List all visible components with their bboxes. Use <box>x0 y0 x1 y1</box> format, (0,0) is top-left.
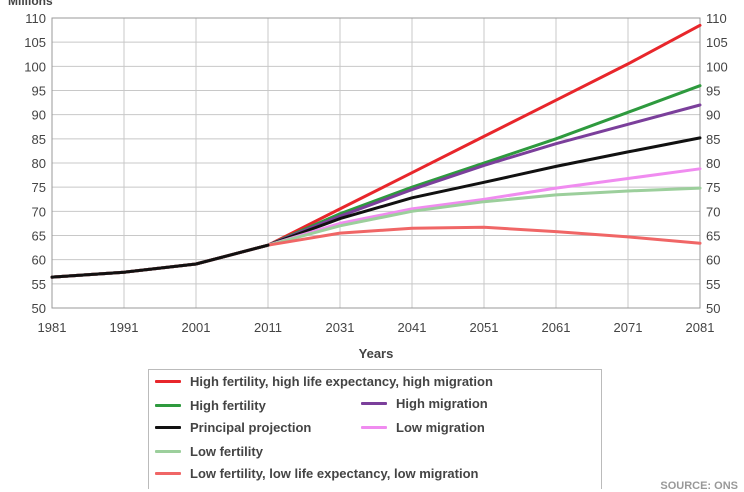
legend-label: Principal projection <box>190 420 312 435</box>
y-tick-label-left: 90 <box>32 108 46 123</box>
legend-swatch <box>361 402 387 405</box>
y-tick-label-right: 75 <box>706 180 720 195</box>
y-tick-label-right: 50 <box>706 301 720 316</box>
source-note: SOURCE: ONS <box>660 480 738 492</box>
y-tick-label-left: 75 <box>32 180 46 195</box>
y-axis-left-ticks: 50 55 60 65 70 75 80 85 90 95 100 105 110 <box>24 11 46 316</box>
series-line <box>50 136 702 279</box>
x-tick-label: 1991 <box>110 320 139 335</box>
y-tick-label-left: 85 <box>32 132 46 147</box>
y-tick-label-left: 70 <box>32 204 46 219</box>
y-tick-label-left: 55 <box>32 277 46 292</box>
y-tick-label-left: 50 <box>32 301 46 316</box>
y-tick-label-left: 110 <box>25 11 46 26</box>
x-tick-label: 1981 <box>38 320 67 335</box>
y-tick-label-right: 105 <box>706 35 728 50</box>
x-tick-label: 2081 <box>686 320 715 335</box>
y-tick-label-left: 95 <box>32 84 46 99</box>
legend-label: High fertility <box>190 398 266 413</box>
y-tick-label-right: 110 <box>706 11 727 26</box>
y-tick-label-left: 60 <box>32 253 46 268</box>
legend-swatch <box>155 472 181 475</box>
x-axis-title: Years <box>359 346 394 361</box>
x-tick-label: 2061 <box>542 320 571 335</box>
plot-frame <box>51 17 701 309</box>
y-tick-label-left: 105 <box>24 35 46 50</box>
y-tick-label-left: 100 <box>24 59 46 74</box>
y-axis-right-ticks: 50 55 60 65 70 75 80 85 90 95 100 105 110 <box>706 11 728 316</box>
legend-label: High fertility, high life expectancy, hi… <box>190 374 493 389</box>
legend-label: Low migration <box>396 420 485 435</box>
y-tick-label-right: 90 <box>706 108 720 123</box>
y-tick-label-right: 55 <box>706 277 720 292</box>
legend-item-low-migration: Low migration <box>361 420 485 435</box>
legend-item-low-fertility: Low fertility <box>155 444 263 459</box>
x-axis-ticks: 1981 1991 2001 2011 2031 2041 2051 2061 2071 2081 <box>38 320 715 335</box>
y-tick-label-right: 100 <box>706 59 728 74</box>
legend-swatch <box>155 404 181 407</box>
y-axis-unit-label: Millions <box>8 0 53 8</box>
legend: High fertility, high life expectancy, hi… <box>148 369 602 489</box>
x-tick-label: 2051 <box>470 320 499 335</box>
x-tick-label: 2011 <box>254 320 282 335</box>
legend-item-principal-projection: Principal projection <box>155 420 311 435</box>
y-tick-label-right: 80 <box>706 156 720 171</box>
y-tick-label-right: 70 <box>706 204 720 219</box>
legend-item-high-fertility: High fertility <box>155 398 266 413</box>
y-tick-label-right: 85 <box>706 132 720 147</box>
y-tick-label-right: 60 <box>706 253 720 268</box>
legend-label: High migration <box>396 396 488 411</box>
x-tick-label: 2031 <box>326 320 355 335</box>
y-tick-label-right: 65 <box>706 229 720 244</box>
x-tick-label: 2041 <box>398 320 427 335</box>
legend-label: Low fertility, low life expectancy, low … <box>190 466 479 481</box>
grid <box>51 17 701 309</box>
legend-swatch <box>155 450 181 453</box>
series-line <box>50 167 702 279</box>
legend-label: Low fertility <box>190 444 263 459</box>
legend-swatch <box>361 426 387 429</box>
legend-item-low-fertility-low-le-low-migration: Low fertility, low life expectancy, low … <box>155 466 478 481</box>
x-tick-label: 2001 <box>182 320 211 335</box>
legend-swatch <box>155 426 181 429</box>
y-tick-label-right: 95 <box>706 84 720 99</box>
legend-item-high-fertility-high-le-high-migration: High fertility, high life expectancy, hi… <box>155 374 493 389</box>
legend-item-high-migration: High migration <box>361 396 488 411</box>
series-lines <box>50 23 702 279</box>
x-tick-label: 2071 <box>614 320 643 335</box>
series-line <box>50 23 702 279</box>
y-tick-label-left: 65 <box>32 229 46 244</box>
history-line <box>50 243 270 279</box>
y-tick-label-left: 80 <box>32 156 46 171</box>
legend-swatch <box>155 380 181 383</box>
